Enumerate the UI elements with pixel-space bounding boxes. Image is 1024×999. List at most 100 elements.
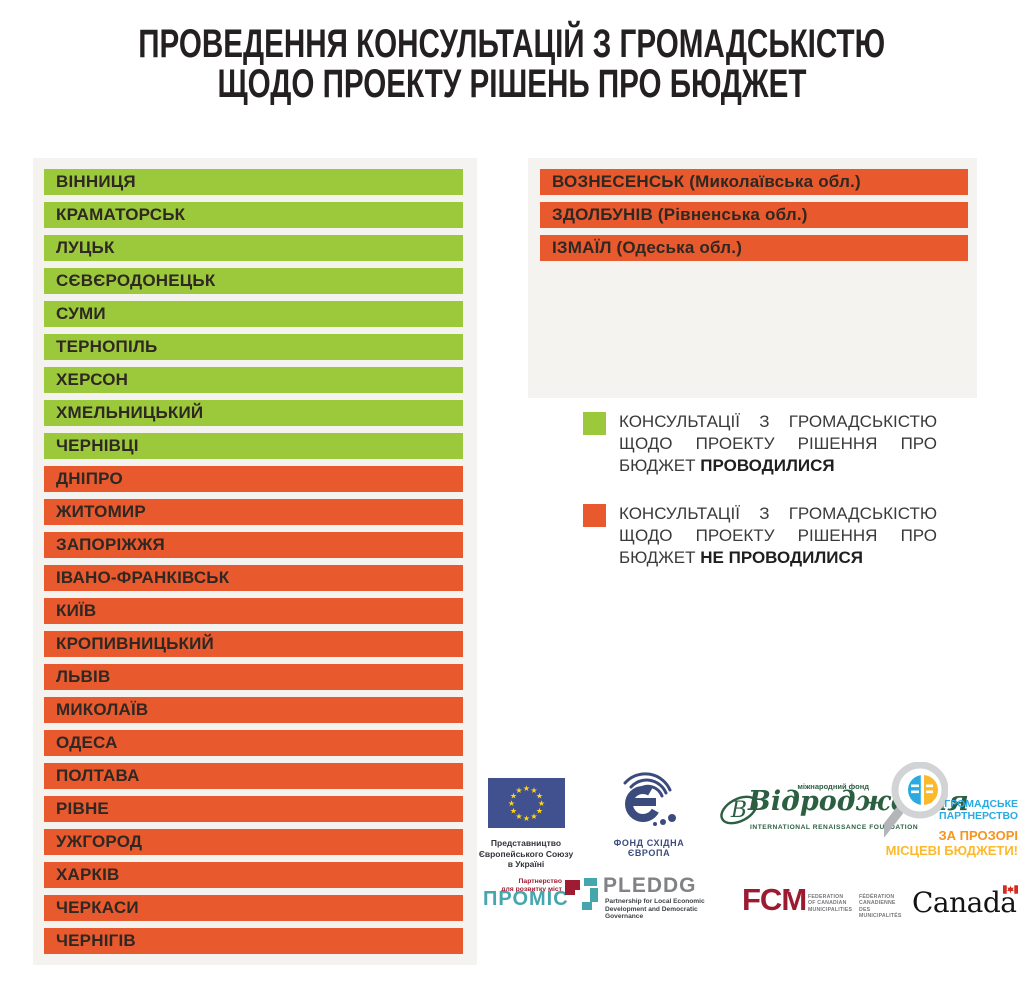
city-bar-12: ІВАНО-ФРАНКІВСЬК — [44, 565, 463, 591]
city-bar-2: ЛУЦЬК — [44, 235, 463, 261]
fcm-logo: FCM FEDERATION OF CANADIAN MUNICIPALITIE… — [742, 882, 917, 924]
city-bar-14: КРОПИВНИЦЬКИЙ — [44, 631, 463, 657]
svg-text:★: ★ — [535, 792, 542, 801]
city-bar-23: ЧЕРНІГІВ — [44, 928, 463, 954]
legend-swatch-green — [583, 412, 606, 435]
renaissance-bottom-caption: INTERNATIONAL RENAISSANCE FOUNDATION — [750, 824, 919, 831]
renaissance-top-caption: міжнародний фонд — [797, 782, 869, 791]
svg-text:В: В — [730, 798, 747, 823]
legend-swatch-orange — [583, 504, 606, 527]
city-bar-10: ЖИТОМИР — [44, 499, 463, 525]
city-label-4: СУМИ — [56, 304, 106, 323]
city-label-11: ЗАПОРІЖЖЯ — [56, 535, 165, 554]
eu-logo: ★ ★ ★ ★ ★ ★ ★ ★ ★ ★ ★ ★ Представництво Європейсь… — [478, 778, 574, 870]
svg-text:★: ★ — [509, 792, 516, 801]
legend-item-not-held: КОНСУЛЬТАЦІЇ З ГРОМАДСЬКІСТЮ ЩОДО ПРОЕКТ… — [583, 503, 939, 569]
fcm-caption-fr: FÉDÉRATION CANADIENNE DES MUNICIPALITÉS — [859, 894, 902, 920]
east-europe-foundation-logo: ФОНД СХІДНА ЄВРОПА — [594, 769, 704, 858]
city-label-6: ХЕРСОН — [56, 370, 129, 389]
city-bar-8: ЧЕРНІВЦІ — [44, 433, 463, 459]
city-label-23: ЧЕРНІГІВ — [56, 931, 136, 950]
town-label-1: ЗДОЛБУНІВ (Рівненська обл.) — [552, 205, 808, 224]
promis-pleddg-logo: Партнерство для розвитку міст ПРОМІС PLE… — [481, 874, 721, 921]
canada-wordmark: Canada — [912, 885, 1020, 922]
city-bar-20: УЖГОРОД — [44, 829, 463, 855]
pleddg-caption-line2: Development and Democratic Governance — [605, 905, 698, 921]
svg-text:★: ★ — [515, 812, 522, 821]
eu-flag-icon: ★ ★★ ★★★ ★★★ ★★★ — [487, 778, 565, 828]
pleddg-caption: Partnership for Local Economic Developme… — [605, 898, 721, 921]
city-label-15: ЛЬВІВ — [56, 667, 111, 686]
partnership-text: ГРОМАДСЬКЕ ПАРТНЕРСТВО ЗА ПРОЗОРІ МІСЦЕВ… — [886, 798, 1018, 858]
city-bar-7: ХМЕЛЬНИЦЬКИЙ — [44, 400, 463, 426]
city-bar-0: ВІННИЦЯ — [44, 169, 463, 195]
pleddg-name: PLEDDG — [603, 874, 697, 897]
city-bar-5: ТЕРНОПІЛЬ — [44, 334, 463, 360]
city-label-22: ЧЕРКАСИ — [56, 898, 139, 917]
legend-text-not-held-bold: НЕ ПРОВОДИЛИСЯ — [700, 548, 863, 567]
town-bar-2: ІЗМАЇЛ (Одеська обл.) — [540, 235, 968, 261]
svg-text:★: ★ — [535, 807, 542, 816]
city-label-21: ХАРКІВ — [56, 865, 120, 884]
eu-caption: Представництво Європейського Союзу в Укр… — [478, 838, 574, 870]
city-bar-1: КРАМАТОРСЬК — [44, 202, 463, 228]
city-bar-19: РІВНЕ — [44, 796, 463, 822]
fcm-captions: FEDERATION OF CANADIAN MUNICIPALITIES FÉ… — [808, 894, 903, 920]
town-label-2: ІЗМАЇЛ (Одеська обл.) — [552, 238, 743, 257]
city-bar-18: ПОЛТАВА — [44, 763, 463, 789]
city-label-5: ТЕРНОПІЛЬ — [56, 337, 158, 356]
city-bar-6: ХЕРСОН — [44, 367, 463, 393]
legend-item-held: КОНСУЛЬТАЦІЇ З ГРОМАДСЬКІСТЮ ЩОДО ПРОЕКТ… — [583, 411, 939, 477]
city-label-7: ХМЕЛЬНИЦЬКИЙ — [56, 403, 204, 422]
pleddg-caption-line1: Partnership for Local Economic — [605, 898, 705, 905]
partnership-line4: МІСЦЕВІ БЮДЖЕТИ! — [885, 843, 1018, 858]
promis-small-line1: Партнерство — [518, 878, 562, 885]
svg-text:★: ★ — [537, 799, 544, 808]
legend: КОНСУЛЬТАЦІЇ З ГРОМАДСЬКІСТЮ ЩОДО ПРОЕКТ… — [583, 411, 939, 569]
svg-text:★: ★ — [530, 812, 537, 821]
promis-blocks-icon — [565, 878, 598, 910]
city-label-20: УЖГОРОД — [56, 832, 143, 851]
title-line-2: ЩОДО ПРОЕКТУ РІШЕНЬ ПРО БЮДЖЕТ — [217, 62, 807, 106]
canada-flag-icon — [1003, 885, 1018, 894]
city-label-17: ОДЕСА — [56, 733, 118, 752]
town-bar-1: ЗДОЛБУНІВ (Рівненська обл.) — [540, 202, 968, 228]
svg-text:★: ★ — [515, 786, 522, 795]
city-bar-15: ЛЬВІВ — [44, 664, 463, 690]
fcm-caption-en: FEDERATION OF CANADIAN MUNICIPALITIES — [808, 894, 853, 913]
canada-name: Canada — [912, 886, 1017, 919]
east-europe-foundation-icon — [623, 772, 676, 826]
fcm-name: FCM — [742, 882, 807, 917]
cities-panel-right: ВОЗНЕСЕНСЬК (Миколаївська обл.) ЗДОЛБУНІ… — [528, 158, 977, 398]
city-label-8: ЧЕРНІВЦІ — [56, 436, 139, 455]
town-bar-0: ВОЗНЕСЕНСЬК (Миколаївська обл.) — [540, 169, 968, 195]
city-bar-21: ХАРКІВ — [44, 862, 463, 888]
renaissance-foundation-logo: В міжнародний фонд Відродження INTERNATI… — [718, 782, 969, 840]
svg-text:★: ★ — [509, 807, 516, 816]
page-title: ПРОВЕДЕННЯ КОНСУЛЬТАЦІЙ З ГРОМАДСЬКІСТЮ … — [0, 24, 1024, 104]
east-europe-foundation-caption: ФОНД СХІДНА ЄВРОПА — [613, 838, 685, 858]
city-label-0: ВІННИЦЯ — [56, 172, 136, 191]
promis-small-line2: для розвитку міст — [501, 885, 562, 893]
city-label-9: ДНІПРО — [56, 469, 123, 488]
city-label-19: РІВНЕ — [56, 799, 109, 818]
city-bar-17: ОДЕСА — [44, 730, 463, 756]
city-label-18: ПОЛТАВА — [56, 766, 140, 785]
city-bar-13: КИЇВ — [44, 598, 463, 624]
legend-text-held: КОНСУЛЬТАЦІЇ З ГРОМАДСЬКІСТЮ ЩОДО ПРОЕКТ… — [619, 411, 937, 477]
promis-small-caption: Партнерство для розвитку міст — [481, 878, 562, 893]
city-label-2: ЛУЦЬК — [56, 238, 115, 257]
maple-leaf-icon — [788, 886, 796, 894]
city-label-16: МИКОЛАЇВ — [56, 700, 149, 719]
city-label-13: КИЇВ — [56, 601, 97, 620]
city-bar-3: СЄВЄРОДОНЕЦЬК — [44, 268, 463, 294]
svg-text:★: ★ — [522, 814, 529, 823]
eu-caption-line3: в Україні — [507, 859, 545, 869]
legend-text-held-normal: КОНСУЛЬТАЦІЇ З ГРОМАДСЬКІСТЮ ЩОДО ПРОЕКТ… — [619, 412, 937, 475]
renaissance-emblem-icon: В — [720, 795, 758, 825]
city-bar-4: СУМИ — [44, 301, 463, 327]
partnership-line1: ГРОМАДСЬКЕ — [944, 798, 1018, 810]
eu-caption-line1: Представництво — [490, 838, 562, 848]
cities-panel-left: ВІННИЦЯ КРАМАТОРСЬК ЛУЦЬК СЄВЄРОДОНЕЦЬК … — [33, 158, 477, 965]
